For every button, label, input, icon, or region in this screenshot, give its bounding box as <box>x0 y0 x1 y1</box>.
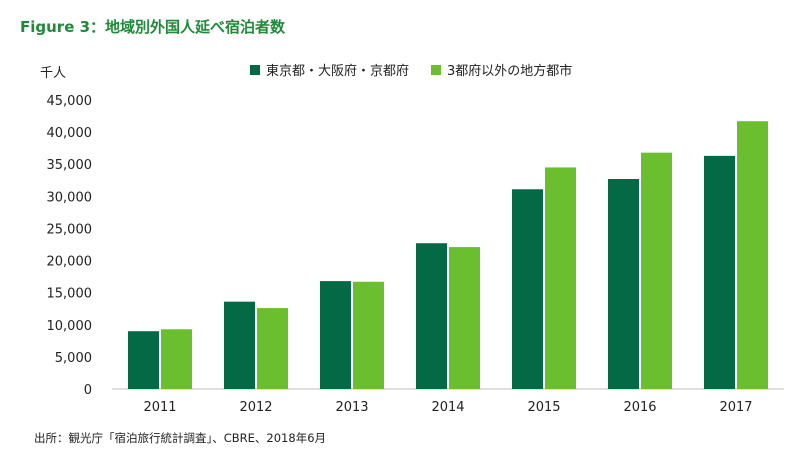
legend: 東京都・大阪府・京都府 3都府以外の地方都市 <box>250 60 572 79</box>
legend-label-series-2: 3都府以外の地方都市 <box>447 64 573 79</box>
y-tick-label: 0 <box>84 383 92 398</box>
y-tick-label: 45,000 <box>47 94 93 109</box>
bar-series-1-2017 <box>704 155 735 389</box>
y-tick-label: 40,000 <box>47 126 93 141</box>
legend-swatch-series-2 <box>431 64 442 75</box>
y-tick-label: 30,000 <box>47 190 93 205</box>
x-tick-label: 2014 <box>431 400 464 415</box>
chart-title: Figure 3：地域別外国人延べ宿泊者数 <box>20 18 286 36</box>
bar-series-1-2016 <box>608 178 639 389</box>
x-tick-label: 2015 <box>527 400 560 415</box>
y-tick-label: 15,000 <box>47 287 93 302</box>
bar-series-1-2011 <box>128 331 159 389</box>
bar-series-1-2015 <box>512 189 543 389</box>
y-tick-label: 10,000 <box>47 319 93 334</box>
bar-series-2-2011 <box>161 329 192 389</box>
bar-series-2-2013 <box>353 281 384 389</box>
y-tick-label: 35,000 <box>47 158 93 173</box>
bar-series-1-2013 <box>320 281 351 389</box>
legend-item-series-2: 3都府以外の地方都市 <box>431 60 572 79</box>
x-tick-label: 2017 <box>719 400 752 415</box>
legend-label-series-1: 東京都・大阪府・京都府 <box>266 64 410 79</box>
legend-swatch-series-1 <box>250 64 260 75</box>
bar-series-1-2012 <box>224 301 255 389</box>
x-tick-label: 2012 <box>239 400 272 415</box>
y-tick-label: 20,000 <box>47 255 93 270</box>
y-tick-label: 5,000 <box>55 351 92 366</box>
bar-series-2-2015 <box>545 167 576 389</box>
y-tick-label: 25,000 <box>47 222 93 237</box>
bar-series-2-2017 <box>737 121 768 390</box>
x-tick-label: 2013 <box>335 400 368 415</box>
legend-item-series-1: 東京都・大阪府・京都府 <box>250 60 409 79</box>
bar-series-1-2014 <box>416 243 447 389</box>
x-tick-label: 2016 <box>623 400 656 415</box>
y-axis-unit-label: 千人 <box>40 66 67 81</box>
bar-series-2-2016 <box>641 152 672 389</box>
bar-series-2-2012 <box>257 308 288 389</box>
x-tick-label: 2011 <box>143 400 176 415</box>
source-note: 出所：観光庁「宿泊旅行統計調査」、CBRE、2018年6月 <box>34 431 327 445</box>
bar-series-2-2014 <box>449 247 480 389</box>
